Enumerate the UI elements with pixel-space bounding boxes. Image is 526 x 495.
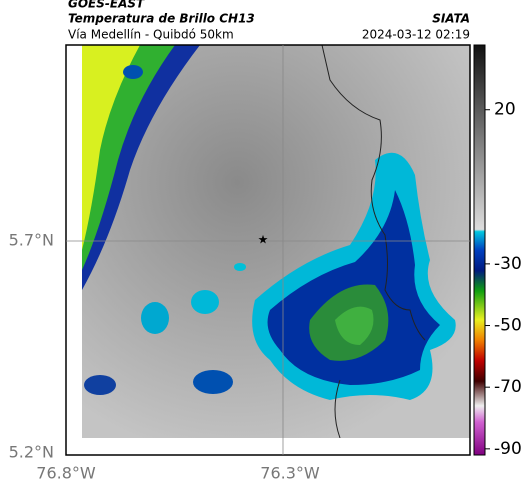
lat-label: 5.7°N bbox=[9, 231, 54, 250]
colorbar-tick-label: -30 bbox=[494, 254, 522, 274]
colorbar-tick-label: -50 bbox=[494, 316, 522, 336]
map-frame bbox=[65, 44, 471, 456]
colorbar-tick-label: -70 bbox=[494, 377, 522, 397]
region: Vía Medellín - Quibdó 50km bbox=[68, 28, 234, 42]
product: Temperatura de Brillo CH13 bbox=[68, 12, 255, 26]
satellite: GOES-EAST bbox=[68, 0, 145, 11]
lon-label: 76.8°W bbox=[36, 464, 96, 483]
colorbar-tick-label: 20 bbox=[494, 100, 516, 120]
colorbar-tick-label: -90 bbox=[494, 439, 522, 459]
location-marker: ★ bbox=[258, 233, 269, 247]
satellite-image bbox=[82, 45, 470, 438]
lon-label: 76.3°W bbox=[260, 464, 320, 483]
lat-label: 5.2°N bbox=[9, 443, 54, 462]
colorbar bbox=[473, 44, 486, 456]
source: SIATA bbox=[432, 12, 470, 26]
datetime: 2024-03-12 02:19 bbox=[362, 28, 470, 42]
